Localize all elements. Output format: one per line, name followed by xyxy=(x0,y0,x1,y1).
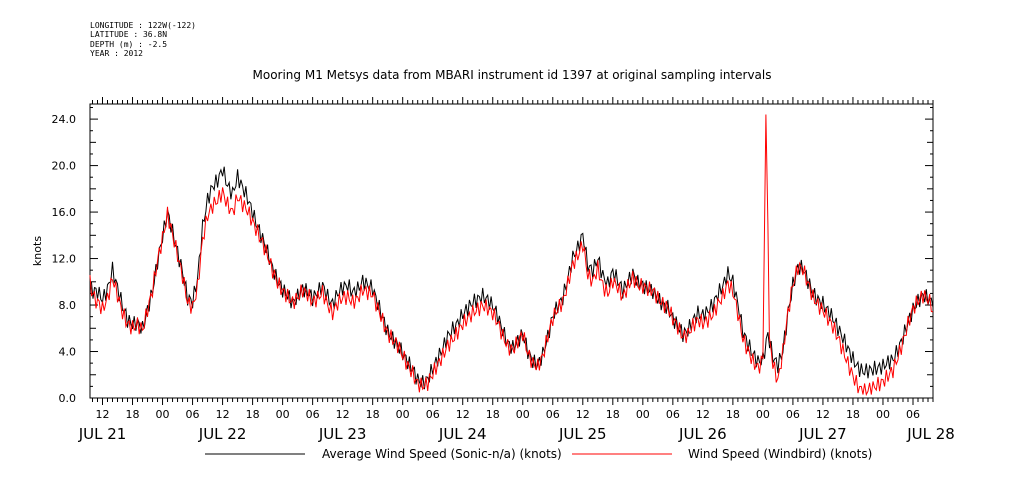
longitude-label: LONGITUDE : 122W(-122) xyxy=(90,21,196,30)
x-hour-label: 06 xyxy=(306,408,320,421)
y-tick-label: 20.0 xyxy=(52,160,77,173)
series-layer xyxy=(89,114,934,397)
plot-frame xyxy=(89,103,934,399)
x-hour-label: 00 xyxy=(396,408,410,421)
x-hour-label: 18 xyxy=(846,408,860,421)
y-tick-label: 0.0 xyxy=(59,392,77,405)
x-hour-label: 18 xyxy=(486,408,500,421)
x-hour-label: 12 xyxy=(456,408,470,421)
x-hour-label: 12 xyxy=(696,408,710,421)
x-hour-label: 12 xyxy=(576,408,590,421)
x-date-label: JUL 28 xyxy=(906,425,955,443)
windbird-wind-speed-line xyxy=(89,114,934,397)
x-hour-label: 12 xyxy=(336,408,350,421)
x-date-label: JUL 27 xyxy=(798,425,847,443)
y-tick-label: 24.0 xyxy=(52,113,77,126)
x-date-label: JUL 22 xyxy=(198,425,247,443)
y-tick-label: 4.0 xyxy=(59,346,77,359)
y-axis-label: knots xyxy=(31,236,44,266)
y-tick-label: 16.0 xyxy=(52,206,77,219)
x-hour-label: 06 xyxy=(906,408,920,421)
y-axis: 0.0 4.0 8.0 12.0 16.0 20.0 24.0 xyxy=(52,106,933,405)
x-hour-label: 00 xyxy=(156,408,170,421)
year-label: YEAR : 2012 xyxy=(90,49,143,59)
legend-label-average: Average Wind Speed (Sonic-n/a) (knots) xyxy=(322,447,562,461)
x-hour-label: 18 xyxy=(726,408,740,421)
x-date-label: JUL 24 xyxy=(438,425,487,443)
metadata-block: LONGITUDE : 122W(-122) LATITUDE : 36.8N … xyxy=(90,21,196,59)
x-hour-label: 00 xyxy=(636,408,650,421)
latitude-label: LATITUDE : 36.8N xyxy=(90,30,168,40)
x-hour-label: 06 xyxy=(186,408,200,421)
x-hour-label: 18 xyxy=(246,408,260,421)
x-hour-label: 00 xyxy=(876,408,890,421)
x-hour-label: 06 xyxy=(426,408,440,421)
x-hour-label: 06 xyxy=(546,408,560,421)
minor-tick-marks xyxy=(92,97,934,405)
y-tick-label: 8.0 xyxy=(59,299,77,312)
y-tick-label: 12.0 xyxy=(52,253,77,266)
x-hour-label: 06 xyxy=(666,408,680,421)
x-hour-label: 18 xyxy=(606,408,620,421)
legend: Average Wind Speed (Sonic-n/a) (knots) W… xyxy=(205,447,872,461)
x-hour-label: 12 xyxy=(216,408,230,421)
x-hour-label: 18 xyxy=(126,408,140,421)
x-date-label: JUL 25 xyxy=(558,425,607,443)
x-hour-label: 00 xyxy=(516,408,530,421)
chart-title: Mooring M1 Metsys data from MBARI instru… xyxy=(253,68,772,82)
x-date-label: JUL 21 xyxy=(78,425,127,443)
x-hour-label: 12 xyxy=(816,408,830,421)
x-hour-label: 06 xyxy=(786,408,800,421)
x-date-label: JUL 23 xyxy=(318,425,367,443)
legend-label-windbird: Wind Speed (Windbird) (knots) xyxy=(688,447,872,461)
x-hour-label: 12 xyxy=(96,408,110,421)
x-hour-label: 18 xyxy=(366,408,380,421)
x-axis: 12 18 00 06 12 18 00 06 12 18 00 06 12 18 00 06 12 18 00 06… xyxy=(78,408,955,443)
x-hour-label: 00 xyxy=(756,408,770,421)
average-wind-speed-line xyxy=(89,166,934,390)
x-date-label: JUL 26 xyxy=(678,425,727,443)
x-hour-label: 00 xyxy=(276,408,290,421)
depth-label: DEPTH (m) : -2.5 xyxy=(90,39,168,49)
